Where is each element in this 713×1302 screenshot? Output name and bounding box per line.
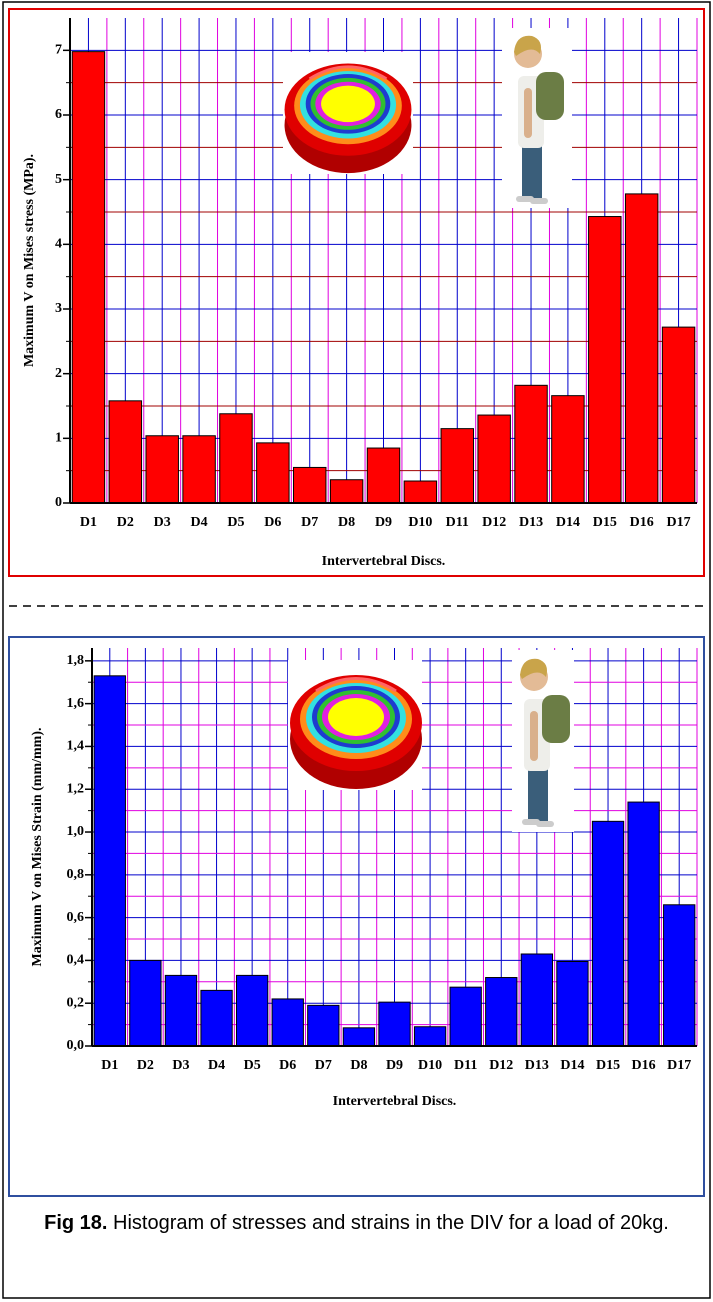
x-tick-label: D16 [632,1058,656,1073]
x-tick-label: D1 [80,515,97,530]
x-tick-label: D12 [489,1058,513,1073]
disc-image [290,675,422,789]
x-tick-label: D10 [408,515,432,530]
bar [404,481,436,503]
x-tick-label: D14 [560,1058,584,1073]
bar [272,999,303,1046]
x-tick-label: D17 [666,515,690,530]
x-tick-label: D16 [630,515,654,530]
x-tick-label: D8 [338,515,355,530]
bar [330,480,362,503]
x-tick-label: D7 [301,515,318,530]
bar [662,327,694,503]
bar [146,436,178,503]
bar [664,905,695,1046]
figure-canvas: 0 1 2 3 4 5 6 7 D1 D2 D3 D4 D5 D6 D7 D8 D9 D10 D11 D12 D13 D1… [0,0,713,1302]
x-tick-label: D15 [596,1058,620,1073]
bar [308,1005,339,1046]
x-tick-label: D7 [315,1058,332,1073]
y-tick-label: 0,2 [67,995,85,1010]
disc-image [285,63,412,173]
x-tick-label: D4 [208,1058,225,1073]
y-tick-label: 0,8 [67,867,85,882]
y-tick-label: 2 [55,366,62,381]
bar [441,429,473,503]
bar [367,448,399,503]
x-tick-label: D1 [101,1058,118,1073]
bar [201,990,232,1046]
x-tick-label: D4 [191,515,208,530]
x-tick-label: D2 [137,1058,154,1073]
bar [628,802,659,1046]
caption-label: Fig 18. [44,1212,107,1234]
x-tick-label: D10 [418,1058,442,1073]
y-tick-label: 4 [55,237,62,252]
bar [552,396,584,503]
y-tick-label: 3 [55,301,62,316]
figure: 0 1 2 3 4 5 6 7 D1 D2 D3 D4 D5 D6 D7 D8 D9 D10 D11 D12 D13 D1… [0,0,713,1302]
bar [478,415,510,503]
y-tick-label: 0,0 [67,1038,85,1053]
y-tick-label: 6 [55,107,62,122]
y-tick-label: 5 [55,172,62,187]
y-tick-label: 0,4 [67,953,85,968]
x-tick-label: D6 [264,515,281,530]
x-tick-label: D15 [593,515,617,530]
y-tick-label: 1,2 [67,781,85,796]
bar [414,1027,445,1046]
bar [130,960,161,1046]
x-axis-title: Intervertebral Discs. [333,1094,457,1109]
x-tick-label: D17 [667,1058,691,1073]
y-tick-label: 1,4 [67,739,85,754]
x-tick-label: D12 [482,515,506,530]
x-axis-title: Intervertebral Discs. [322,554,446,569]
y-tick-label: 0 [55,495,62,510]
bar [72,52,104,503]
x-tick-label: D2 [117,515,134,530]
bar [183,436,215,503]
y-tick-label: 1,8 [67,653,85,668]
bar [521,954,552,1046]
bar [343,1028,374,1046]
y-tick-label: 1,6 [67,696,85,711]
x-tick-label: D6 [279,1058,296,1073]
x-tick-label: D5 [227,515,244,530]
bar [589,217,621,503]
x-tick-label: D8 [350,1058,367,1073]
y-tick-label: 7 [55,43,62,58]
x-tick-label: D14 [556,515,580,530]
bar [450,987,481,1046]
x-tick-label: D9 [375,515,392,530]
y-axis-title: Maximum V on Mises stress (MPa). [22,154,37,367]
bar [109,401,141,503]
bar [294,467,326,503]
bar [165,975,196,1046]
x-tick-label: D3 [172,1058,189,1073]
bar [236,975,267,1046]
x-tick-label: D11 [454,1058,477,1073]
x-tick-label: D5 [244,1058,261,1073]
bar [515,385,547,503]
y-axis-title: Maximum V on Mises Strain (mm/mm). [30,727,45,966]
bar [379,1002,410,1046]
bar [94,676,125,1046]
x-tick-label: D13 [519,515,543,530]
bar [220,414,252,503]
y-tick-label: 1,0 [67,824,85,839]
caption: Fig 18. Histogram of stresses and strain… [30,1208,683,1239]
x-tick-label: D3 [154,515,171,530]
bar [557,961,588,1046]
bar [257,443,289,503]
bar [625,194,657,503]
y-tick-label: 0,6 [67,910,85,925]
bar [486,978,517,1046]
caption-text: Histogram of stresses and strains in the… [113,1212,669,1234]
bar [592,821,623,1046]
x-tick-label: D11 [446,515,469,530]
x-tick-label: D13 [525,1058,549,1073]
x-tick-label: D9 [386,1058,403,1073]
y-tick-label: 1 [55,431,62,446]
